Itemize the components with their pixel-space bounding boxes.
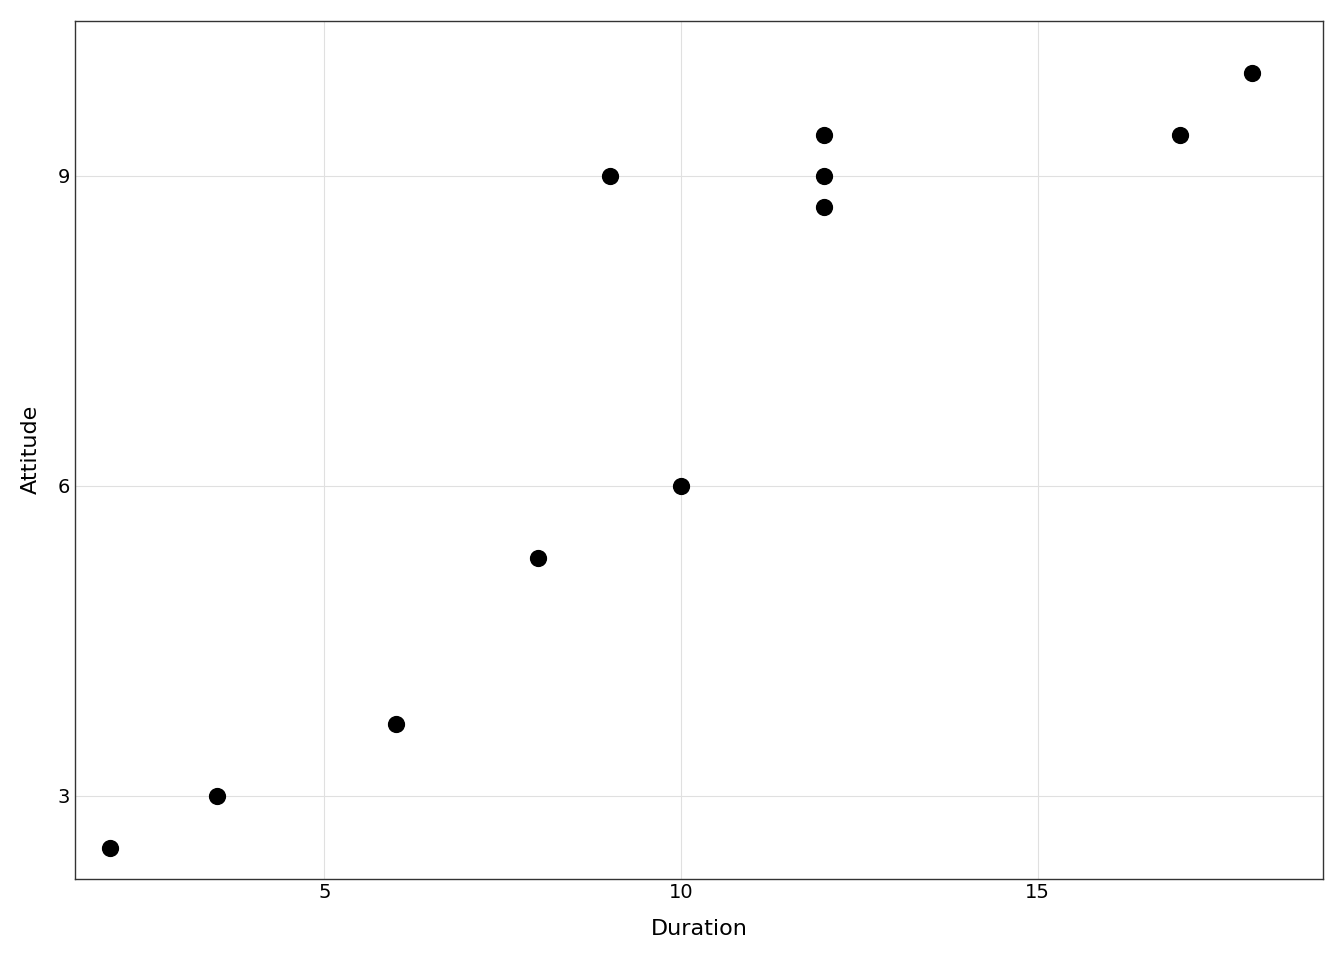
Point bbox=[528, 551, 550, 566]
Point bbox=[599, 168, 621, 183]
Point bbox=[671, 478, 692, 493]
Point bbox=[207, 788, 228, 804]
Point bbox=[813, 168, 835, 183]
Point bbox=[99, 840, 121, 855]
X-axis label: Duration: Duration bbox=[650, 919, 747, 939]
Point bbox=[1169, 127, 1191, 142]
Y-axis label: Attitude: Attitude bbox=[22, 405, 40, 494]
Point bbox=[813, 127, 835, 142]
Point bbox=[813, 199, 835, 214]
Point bbox=[384, 716, 406, 732]
Point bbox=[1241, 65, 1262, 81]
